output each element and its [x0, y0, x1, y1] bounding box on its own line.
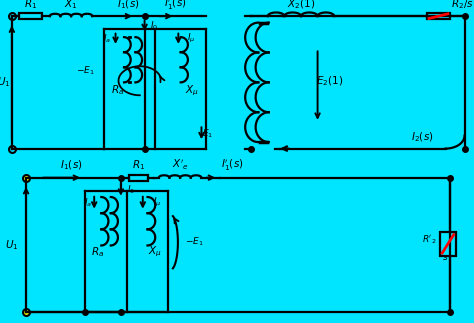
Text: $I_a$: $I_a$ [83, 197, 92, 209]
Text: $X_\mu$: $X_\mu$ [148, 245, 162, 259]
Text: $E_1$: $E_1$ [201, 128, 213, 140]
Text: $I_a$: $I_a$ [102, 33, 111, 45]
Text: $X_\mu$: $X_\mu$ [185, 83, 199, 98]
Text: $I_1(s)$: $I_1(s)$ [60, 159, 82, 172]
Text: $R'_2$: $R'_2$ [422, 234, 436, 246]
Bar [19, 13, 42, 19]
Text: $R_1$: $R_1$ [132, 159, 145, 172]
Text: $I_\mu$: $I_\mu$ [187, 32, 195, 45]
Text: $I_1(s)$: $I_1(s)$ [117, 0, 139, 11]
Text: $I_2(s)$: $I_2(s)$ [410, 130, 433, 144]
Text: $-E_1$: $-E_1$ [76, 65, 95, 77]
Text: $X_1$: $X_1$ [64, 0, 78, 11]
Text: $R_1$: $R_1$ [24, 0, 37, 11]
Text: $I_0$: $I_0$ [150, 20, 158, 32]
Bar [129, 175, 148, 181]
Text: $U_1$: $U_1$ [0, 76, 10, 89]
Text: $I_1'(s)$: $I_1'(s)$ [164, 0, 187, 12]
Text: $E_2(1)$: $E_2(1)$ [316, 74, 343, 88]
Text: $U_1$: $U_1$ [5, 239, 18, 252]
Text: $I_1'(s)$: $I_1'(s)$ [221, 158, 244, 173]
Bar [427, 13, 450, 19]
Text: $-E_1$: $-E_1$ [185, 236, 204, 248]
Text: $I_0$: $I_0$ [127, 184, 136, 196]
Text: $R_a$: $R_a$ [91, 245, 104, 259]
Text: $I_\mu$: $I_\mu$ [153, 196, 161, 209]
Bar [440, 232, 456, 256]
Text: $R_a$: $R_a$ [111, 84, 124, 97]
Text: $X'_e$: $X'_e$ [172, 158, 189, 172]
Text: $R_2/s$: $R_2/s$ [451, 0, 474, 11]
Text: $s$: $s$ [442, 253, 449, 262]
Text: $X_2(1)$: $X_2(1)$ [287, 0, 315, 11]
